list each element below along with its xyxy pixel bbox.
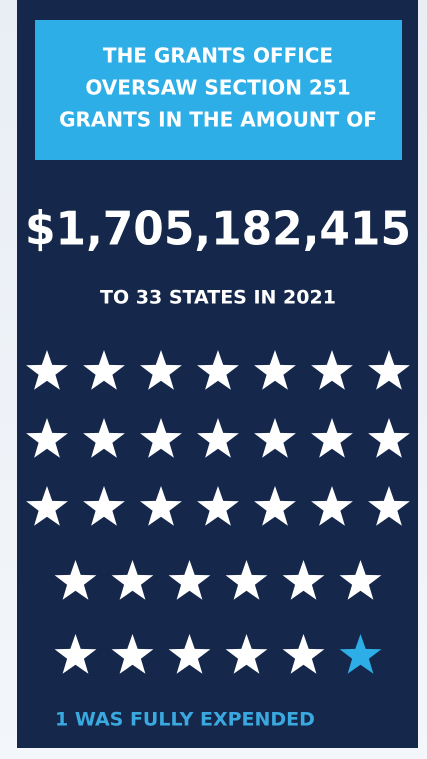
star — [254, 350, 296, 390]
header-box — [35, 20, 402, 160]
star — [83, 418, 125, 458]
star — [54, 560, 97, 600]
star — [311, 418, 353, 458]
star — [339, 560, 382, 600]
star — [54, 634, 97, 674]
star — [26, 418, 68, 458]
star — [339, 634, 382, 674]
star — [83, 486, 125, 526]
star — [282, 560, 325, 600]
star — [197, 486, 239, 526]
stars — [26, 350, 410, 674]
star — [225, 634, 268, 674]
star — [368, 350, 410, 390]
header-line: GRANTS IN THE AMOUNT OF — [59, 108, 377, 132]
star — [111, 560, 154, 600]
header-line: THE GRANTS OFFICE — [103, 44, 333, 68]
star — [26, 350, 68, 390]
star — [311, 486, 353, 526]
star — [140, 418, 182, 458]
star — [368, 486, 410, 526]
star — [311, 350, 353, 390]
star — [254, 418, 296, 458]
star — [140, 486, 182, 526]
star — [197, 350, 239, 390]
star — [254, 486, 296, 526]
star — [111, 634, 154, 674]
star — [168, 634, 211, 674]
star — [225, 560, 268, 600]
star — [83, 350, 125, 390]
star — [26, 486, 68, 526]
star — [197, 418, 239, 458]
amount: $1,705,182,415 — [25, 202, 411, 256]
star — [368, 418, 410, 458]
subtitle: TO 33 STATES IN 2021 — [100, 287, 336, 309]
star — [282, 634, 325, 674]
star — [168, 560, 211, 600]
header-line: OVERSAW SECTION 251 — [85, 76, 350, 100]
note: 1 WAS FULLY EXPENDED — [55, 709, 315, 731]
star — [140, 350, 182, 390]
